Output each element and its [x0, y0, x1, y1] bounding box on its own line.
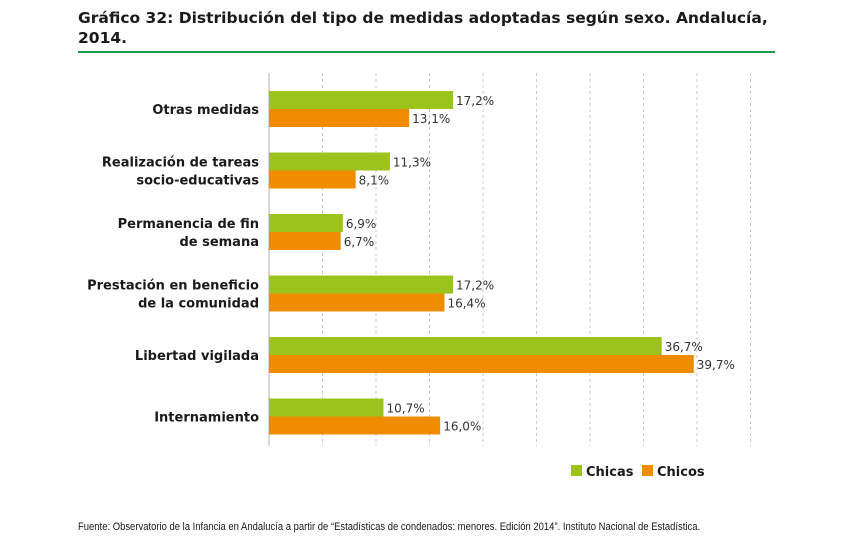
category-label: Internamiento — [154, 411, 259, 426]
value-label-chicos: 13,1% — [412, 112, 450, 126]
bar-chicas — [269, 398, 384, 417]
bar-chicos — [269, 232, 341, 250]
category-label: Otras medidas — [152, 103, 259, 118]
bar-chicos — [269, 355, 694, 373]
value-label-chicos: 8,1% — [359, 174, 390, 188]
bar-chicas — [269, 275, 454, 294]
value-label-chicas: 10,7% — [386, 402, 424, 416]
value-label-chicas: 11,3% — [393, 156, 431, 170]
bar-chicas — [269, 152, 390, 171]
legend-label-chicos: Chicos — [657, 465, 705, 480]
legend-swatch-chicos — [642, 465, 653, 476]
bar-chicos — [269, 293, 445, 312]
title-divider — [78, 51, 775, 53]
source-note: Fuente: Observatorio de la Infancia en A… — [78, 521, 701, 533]
bar-chicos — [269, 170, 356, 189]
bar-chicas — [269, 91, 454, 109]
value-label-chicas: 17,2% — [456, 94, 494, 108]
bar-chicos — [269, 109, 410, 127]
legend-swatch-chicas — [571, 465, 582, 476]
bar-chicas — [269, 337, 662, 355]
value-label-chicas: 6,9% — [346, 217, 377, 231]
value-label-chicas: 17,2% — [456, 279, 494, 293]
value-label-chicos: 16,0% — [443, 420, 481, 434]
category-label: Permanencia de fin de semana — [118, 217, 259, 250]
legend-label-chicas: Chicas — [586, 465, 634, 480]
category-label: Prestación en beneficio de la comunidad — [87, 279, 259, 312]
value-label-chicos: 16,4% — [447, 297, 485, 311]
value-label-chicos: 6,7% — [344, 235, 375, 249]
value-label-chicas: 36,7% — [665, 340, 703, 354]
bar-chicas — [269, 214, 343, 232]
value-label-chicos: 39,7% — [697, 358, 735, 372]
chart-title: Gráfico 32: Distribución del tipo de med… — [78, 9, 768, 47]
bar-chicos — [269, 416, 441, 435]
category-label: Realización de tareas socio-educativas — [102, 156, 259, 189]
category-label: Libertad vigilada — [135, 349, 259, 364]
